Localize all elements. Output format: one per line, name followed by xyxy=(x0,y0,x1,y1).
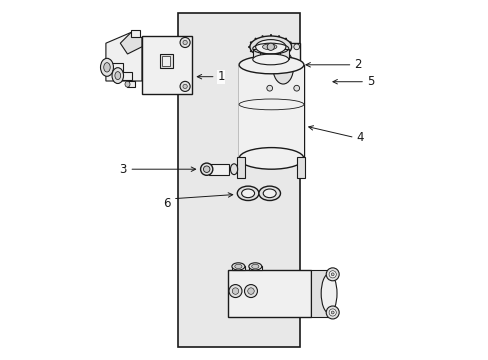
Bar xyxy=(131,30,140,37)
Bar xyxy=(296,157,304,178)
Circle shape xyxy=(203,166,209,172)
Ellipse shape xyxy=(230,164,237,175)
Circle shape xyxy=(180,81,190,91)
Circle shape xyxy=(293,85,299,91)
Circle shape xyxy=(266,85,272,91)
Ellipse shape xyxy=(272,51,293,84)
Circle shape xyxy=(183,40,187,45)
Circle shape xyxy=(183,84,187,89)
Ellipse shape xyxy=(103,63,110,72)
Text: 1: 1 xyxy=(217,70,224,83)
Ellipse shape xyxy=(251,264,258,269)
Circle shape xyxy=(232,288,238,294)
Ellipse shape xyxy=(239,148,303,169)
Polygon shape xyxy=(265,43,300,92)
Bar xyxy=(310,270,328,317)
Circle shape xyxy=(330,311,333,314)
Circle shape xyxy=(244,284,257,297)
Text: 5: 5 xyxy=(366,75,373,88)
Circle shape xyxy=(330,273,333,276)
Bar xyxy=(107,63,123,72)
Ellipse shape xyxy=(241,189,254,198)
Ellipse shape xyxy=(239,56,303,74)
Text: 4: 4 xyxy=(355,131,363,144)
Bar xyxy=(160,54,172,68)
Polygon shape xyxy=(120,32,142,54)
Ellipse shape xyxy=(259,42,279,51)
Circle shape xyxy=(180,37,190,48)
Circle shape xyxy=(325,306,339,319)
Ellipse shape xyxy=(258,186,280,201)
Ellipse shape xyxy=(248,263,261,270)
Polygon shape xyxy=(239,65,303,158)
Bar xyxy=(228,270,310,317)
Circle shape xyxy=(200,163,212,175)
Ellipse shape xyxy=(255,40,285,54)
Polygon shape xyxy=(106,32,142,81)
Ellipse shape xyxy=(231,263,244,270)
Text: 6: 6 xyxy=(163,197,170,210)
Bar xyxy=(231,266,244,270)
Bar xyxy=(252,49,288,59)
Ellipse shape xyxy=(249,36,291,58)
Ellipse shape xyxy=(263,189,276,198)
Bar xyxy=(259,46,279,56)
Circle shape xyxy=(325,268,339,281)
Ellipse shape xyxy=(262,44,276,50)
Circle shape xyxy=(266,44,272,50)
Ellipse shape xyxy=(112,68,123,84)
Text: 2: 2 xyxy=(353,58,361,71)
Bar xyxy=(118,72,132,80)
Text: 3: 3 xyxy=(119,163,126,176)
Circle shape xyxy=(247,288,254,294)
Circle shape xyxy=(293,44,299,50)
Ellipse shape xyxy=(125,81,130,87)
Polygon shape xyxy=(142,36,192,94)
Circle shape xyxy=(328,309,336,316)
Bar xyxy=(237,157,244,178)
Ellipse shape xyxy=(237,186,258,201)
Bar xyxy=(127,81,134,87)
Ellipse shape xyxy=(321,274,336,313)
Circle shape xyxy=(228,284,242,297)
Ellipse shape xyxy=(252,54,288,65)
Ellipse shape xyxy=(101,58,113,76)
Bar xyxy=(178,13,300,347)
Circle shape xyxy=(266,43,274,50)
Bar xyxy=(248,266,261,270)
Bar xyxy=(208,164,228,175)
Ellipse shape xyxy=(115,72,121,80)
Circle shape xyxy=(328,271,336,278)
Ellipse shape xyxy=(234,264,242,269)
Bar xyxy=(162,56,170,66)
